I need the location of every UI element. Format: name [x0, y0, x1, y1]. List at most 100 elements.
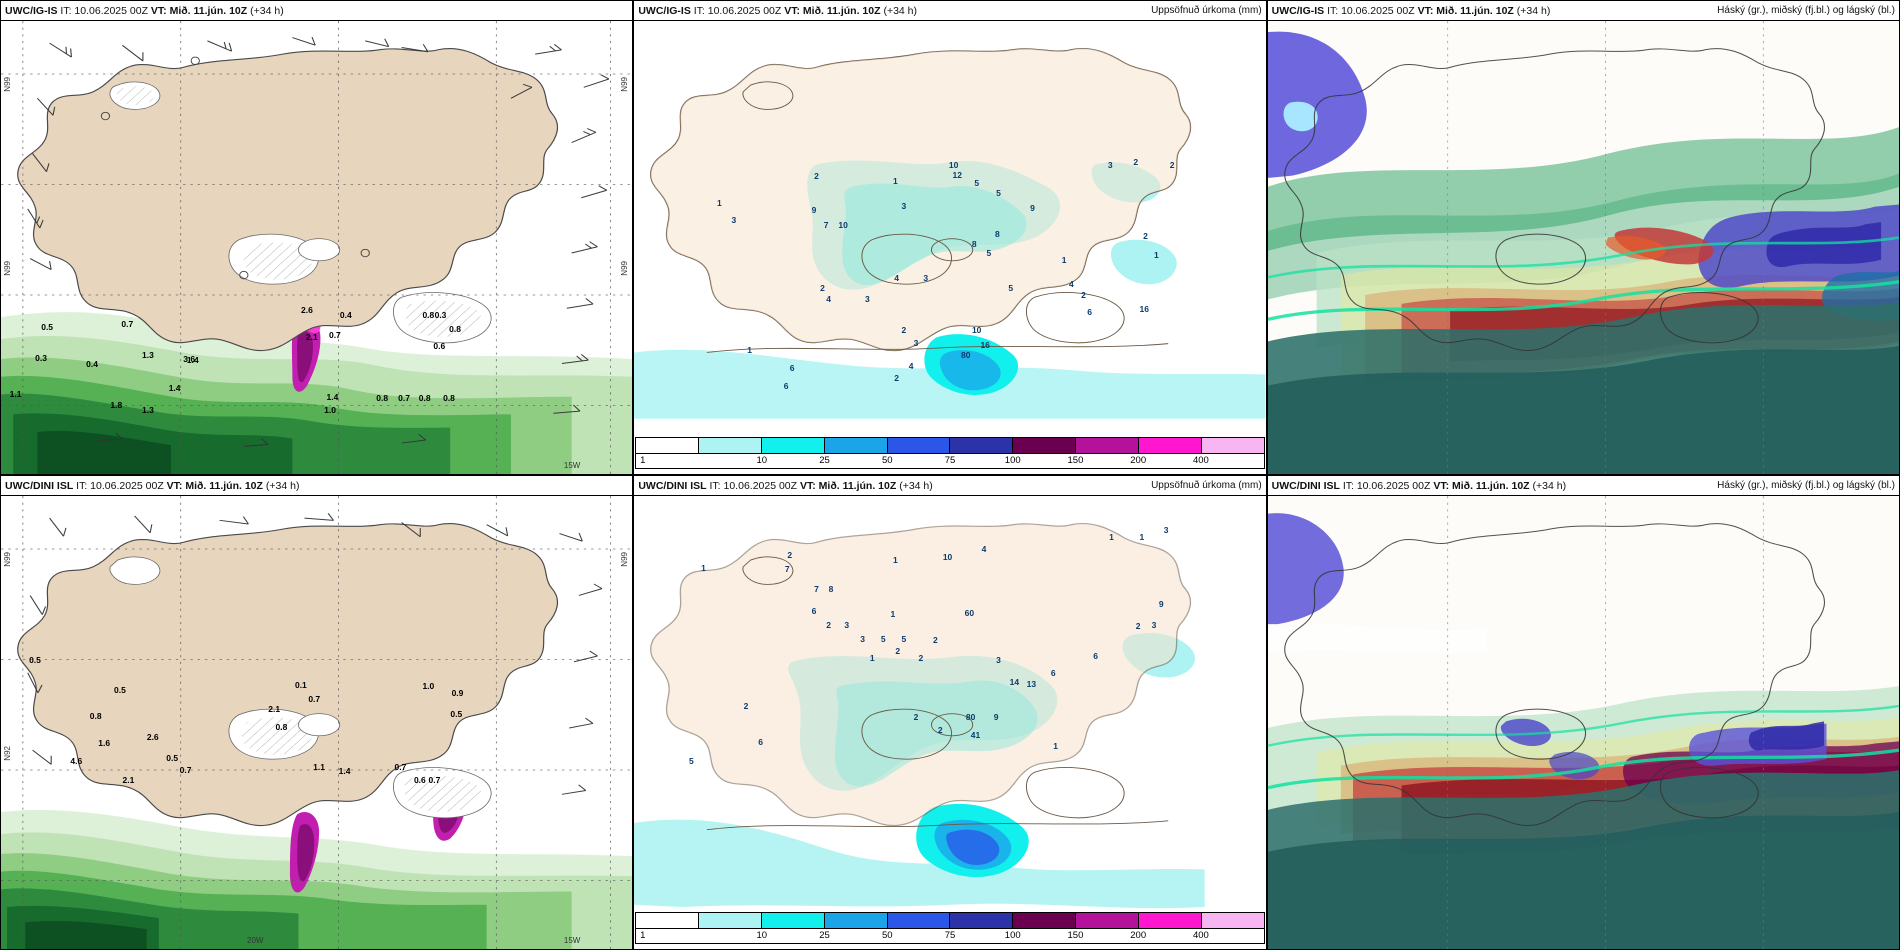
- map-value-label: 2: [901, 325, 907, 336]
- map-value-label: 1: [892, 176, 898, 187]
- map-value-label: 0.5: [450, 708, 463, 719]
- colorbar-band: [698, 913, 761, 928]
- colorbar-band: [823, 913, 887, 928]
- map-value-label: 1.6: [98, 738, 111, 749]
- map-value-label: 5: [996, 188, 1001, 199]
- colorbar-band: [1075, 438, 1138, 453]
- cloud-map-svg: [1267, 21, 1899, 474]
- map-value-label: 0.7: [308, 694, 321, 705]
- lat-label-left-top: N99: [3, 77, 12, 92]
- map-value-label: 5: [1008, 283, 1014, 294]
- map-canvas[interactable]: 1 3 2 9 7 10 1 3 10 12 5 5 9 3 2 2 8 5 8 1 2 1 4 3 2 4 3 5 4 2 6 16 2 3 10…: [634, 21, 1266, 474]
- colorbar[interactable]: 1 10 25 50 75 100 150 200 400: [635, 437, 1265, 471]
- colorbar-band: [636, 438, 699, 453]
- map-value-label: 7: [814, 583, 819, 594]
- panel-header: UWC/IG-IS IT: 10.06.2025 00Z VT: Mið. 11…: [1, 1, 633, 21]
- map-value-label: 0.7: [179, 765, 192, 775]
- map-value-label: 0.7: [398, 392, 410, 403]
- colorbar-bands: [635, 912, 1265, 929]
- map-value-label: 0.4: [339, 309, 352, 320]
- map-value-label: 10: [948, 159, 959, 170]
- map-value-label: 3: [996, 654, 1001, 665]
- map-value-label: 3: [923, 273, 929, 284]
- lat-label-left-top: N99: [3, 552, 12, 567]
- model-name: UWC/IG-IS: [638, 4, 691, 17]
- map-value-label: 1.3: [141, 404, 154, 415]
- colorbar-tick-label: 400: [1192, 455, 1209, 466]
- map-value-label: 14: [1009, 676, 1020, 687]
- colorbar-band: [1012, 913, 1076, 928]
- colorbar[interactable]: 1 10 25 50 75 100 150 200 400: [635, 912, 1265, 946]
- map-value-label: 2.1: [122, 774, 135, 785]
- panel-igis-cloud[interactable]: UWC/IG-IS IT: 10.06.2025 00Z VT: Mið. 11…: [1266, 0, 1900, 475]
- panel-dini-wind[interactable]: UWC/DINI ISL IT: 10.06.2025 00Z VT: Mið.…: [0, 475, 634, 950]
- lat-label-left-bottom: N99: [3, 261, 12, 276]
- map-canvas[interactable]: N99 N99 N99 N99 15W 0.5 0.7 0.3 0.4 1.3 1.4 1.…: [1, 21, 633, 474]
- map-value-label: 1: [716, 198, 722, 209]
- map-value-label: 0.9: [451, 687, 464, 698]
- map-value-label: 6: [758, 737, 763, 748]
- colorbar-ticks: 1 10 25 50 75 100 150 200 400: [635, 929, 1265, 944]
- colorbar-band: [760, 913, 824, 928]
- colorbar-tick-label: 75: [944, 455, 956, 466]
- map-value-label: 10: [971, 325, 982, 336]
- map-value-label: 1.0: [422, 681, 435, 692]
- map-value-label: 8: [971, 239, 977, 250]
- map-value-label: 2: [743, 700, 749, 711]
- map-value-label: 2.6: [301, 305, 313, 316]
- valid-time: VT: Mið. 11.jún. 10Z: [150, 4, 248, 17]
- colorbar-band: [1012, 438, 1076, 453]
- colorbar-tick-label: 150: [1067, 455, 1084, 466]
- panel-header: UWC/DINI ISL IT: 10.06.2025 00Z VT: Mið.…: [1, 476, 633, 496]
- colorbar-band: [949, 913, 1013, 928]
- map-value-label: 80: [961, 349, 971, 360]
- map-canvas[interactable]: [1267, 21, 1899, 474]
- map-value-label: 3: [1107, 159, 1113, 170]
- model-name: UWC/IG-IS: [5, 4, 58, 17]
- map-value-label: 4.6: [70, 756, 83, 767]
- map-value-label: 1.4: [186, 355, 199, 366]
- map-value-label: 7: [823, 220, 829, 231]
- panel-right-label: Uppsöfnuð úrkoma (mm): [1151, 5, 1262, 16]
- colorbar-band: [636, 913, 699, 928]
- map-value-label: 2: [1143, 231, 1148, 242]
- map-canvas[interactable]: N99 N92 N99 20W 15W 0.5 0.5 0.8 1.6 2.6 4.6 2.…: [1, 496, 633, 949]
- map-value-label: 1: [1154, 250, 1159, 261]
- colorbar-tick-label: 400: [1192, 930, 1209, 941]
- map-value-label: 0.8: [89, 710, 102, 721]
- panel-igis-precip[interactable]: UWC/IG-IS IT: 10.06.2025 00Z VT: Mið. 11…: [633, 0, 1267, 475]
- colorbar-tick-label: 1: [640, 930, 646, 941]
- panel-dini-cloud[interactable]: UWC/DINI ISL IT: 10.06.2025 00Z VT: Mið.…: [1266, 475, 1900, 950]
- lat-label-right-top: N99: [620, 77, 630, 92]
- panel-title: UWC/DINI ISL IT: 10.06.2025 00Z VT: Mið.…: [1272, 480, 1566, 492]
- init-time: IT: 10.06.2025 00Z: [709, 479, 798, 492]
- colorbar-ticks: 1 10 25 50 75 100 150 200 400: [635, 454, 1265, 469]
- colorbar-tick-label: 50: [881, 930, 893, 941]
- map-value-label: 0.3: [35, 352, 47, 363]
- map-value-label: 0.1: [294, 679, 307, 690]
- map-value-label: 1: [1053, 740, 1058, 751]
- colorbar-tick-label: 150: [1067, 930, 1084, 941]
- map-value-label: 1: [869, 653, 875, 664]
- map-value-label: 2.1: [305, 331, 318, 342]
- map-value-label: 5: [880, 633, 886, 644]
- map-value-label: 9: [811, 204, 817, 215]
- lat-label-right-bottom: N99: [620, 261, 630, 276]
- map-value-label: 9: [1158, 599, 1164, 610]
- map-value-label: 8: [994, 229, 1000, 240]
- panel-igis-wind[interactable]: UWC/IG-IS IT: 10.06.2025 00Z VT: Mið. 11…: [0, 0, 634, 475]
- map-value-label: 1.3: [141, 349, 154, 360]
- map-value-label: 1.1: [9, 389, 22, 400]
- model-name: UWC/DINI ISL: [1271, 479, 1340, 492]
- map-canvas[interactable]: [1267, 496, 1899, 949]
- colorbar-band: [949, 438, 1013, 453]
- map-value-label: 0.7: [121, 318, 134, 329]
- map-value-label: 0.8: [449, 324, 461, 335]
- map-value-label: 1: [892, 555, 898, 566]
- map-value-label: 0.7: [328, 329, 341, 340]
- map-canvas[interactable]: 2 7 7 8 6 2 3 3 5 5 1 1 10 4 1 1 3 60 1 1 2 2 2 3 14 13 6 6 2 3 9 80 41 9…: [634, 496, 1266, 949]
- panel-dini-precip[interactable]: UWC/DINI ISL IT: 10.06.2025 00Z VT: Mið.…: [633, 475, 1267, 950]
- colorbar-tick-label: 1: [640, 455, 646, 466]
- map-value-label: 0.7: [428, 774, 441, 785]
- map-value-label: 3: [844, 620, 850, 631]
